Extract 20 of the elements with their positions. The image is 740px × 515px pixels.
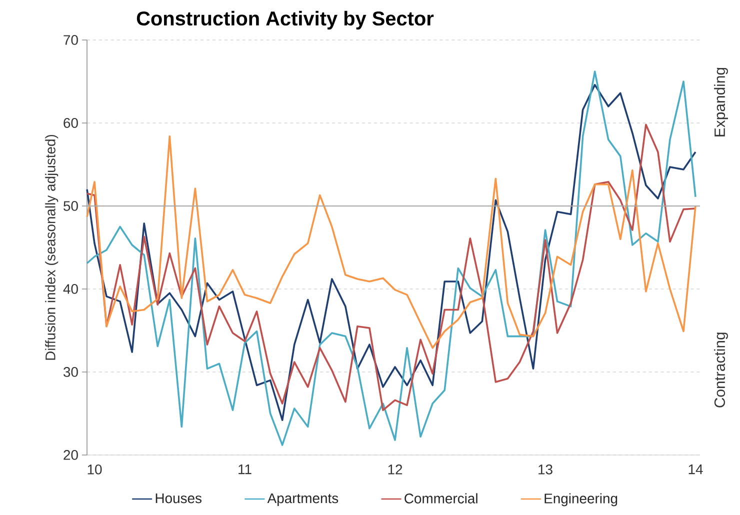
legend-label: Apartments [267, 493, 338, 506]
y-tick-label: 40 [63, 284, 78, 294]
x-tick-label: 11 [238, 464, 252, 474]
text: Expanding [714, 68, 728, 136]
y-tick-label: 30 [64, 367, 78, 377]
text: Contracting [714, 332, 728, 408]
y-axis-title: Diffusion index (seasonally adjusted) [45, 134, 58, 360]
x-tick-label: 10 [88, 464, 102, 474]
legend-label: Houses [156, 493, 202, 504]
y-tick-label: 50 [64, 201, 78, 211]
x-tick-label: 12 [388, 464, 402, 474]
legend-label: Engineering [544, 493, 618, 506]
line-series [86, 135, 696, 349]
y-tick-label: 70 [64, 35, 78, 45]
x-tick-label: 13 [538, 464, 552, 474]
legend-label: Commercial [404, 493, 478, 504]
y-tick-label: 60 [64, 118, 78, 128]
y-tick-label: 20 [64, 450, 78, 460]
x-tick-label: 14 [688, 464, 703, 474]
chart-title: Construction Activity by Sector [136, 10, 434, 30]
